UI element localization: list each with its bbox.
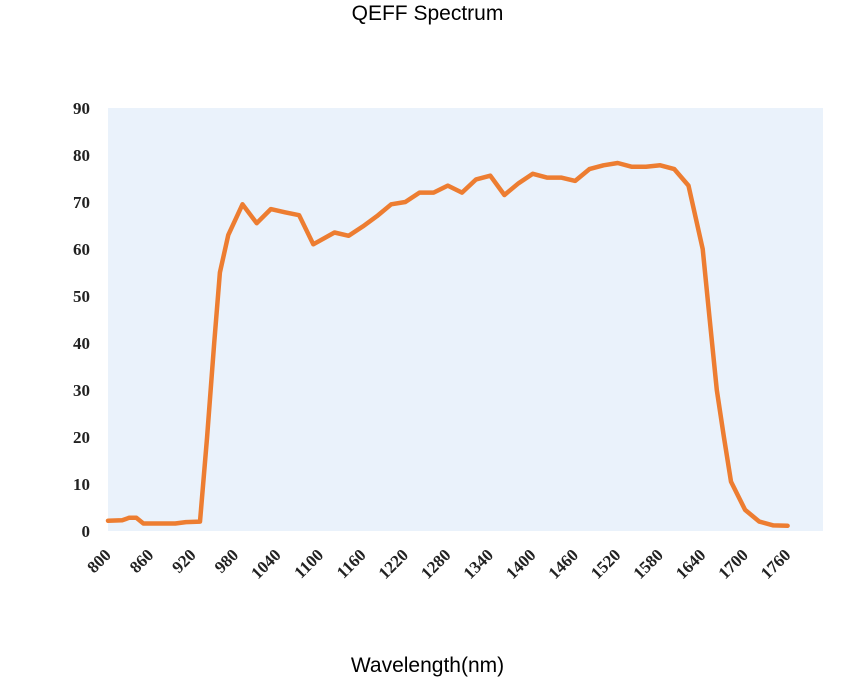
x-axis-ticks: 800 860 920 980 1040 1100 1160 1220 1280 1340 1400… bbox=[83, 545, 794, 582]
x-tick-label: 1040 bbox=[247, 545, 284, 582]
y-tick-label: 0 bbox=[82, 522, 91, 541]
x-tick-label: 1700 bbox=[714, 545, 751, 582]
y-tick-label: 10 bbox=[73, 475, 90, 494]
x-tick-label: 1400 bbox=[502, 545, 539, 582]
y-axis-ticks: 0 10 20 30 40 50 60 70 80 90 bbox=[73, 99, 90, 541]
series-line bbox=[105, 160, 790, 529]
y-tick-label: 40 bbox=[73, 334, 90, 353]
y-tick-label: 20 bbox=[73, 428, 90, 447]
x-tick-label: 1640 bbox=[672, 545, 709, 582]
y-tick-label: 80 bbox=[73, 146, 90, 165]
x-tick-label: 1580 bbox=[630, 545, 667, 582]
x-tick-label: 1220 bbox=[375, 545, 412, 582]
x-tick-label: 1460 bbox=[545, 545, 582, 582]
y-tick-label: 30 bbox=[73, 381, 90, 400]
x-axis-title: Wavelength(nm) bbox=[350, 654, 505, 677]
x-tick-label: 1760 bbox=[757, 545, 794, 582]
y-tick-label: 90 bbox=[73, 99, 90, 118]
x-tick-label: 860 bbox=[126, 545, 157, 576]
x-tick-label: 920 bbox=[168, 545, 199, 576]
x-tick-label: 1100 bbox=[290, 545, 327, 582]
x-tick-label: 800 bbox=[83, 545, 114, 576]
x-tick-label: 1280 bbox=[417, 545, 454, 582]
x-tick-label: 980 bbox=[211, 545, 242, 576]
x-tick-label: 1160 bbox=[333, 545, 370, 582]
x-tick-label: 1340 bbox=[460, 545, 497, 582]
y-tick-label: 50 bbox=[73, 287, 90, 306]
plot-area bbox=[108, 108, 823, 531]
x-tick-label: 1520 bbox=[587, 545, 624, 582]
chart-title: QEFF Spectrum bbox=[351, 2, 504, 25]
y-tick-label: 60 bbox=[73, 240, 90, 259]
y-tick-label: 70 bbox=[73, 193, 90, 212]
